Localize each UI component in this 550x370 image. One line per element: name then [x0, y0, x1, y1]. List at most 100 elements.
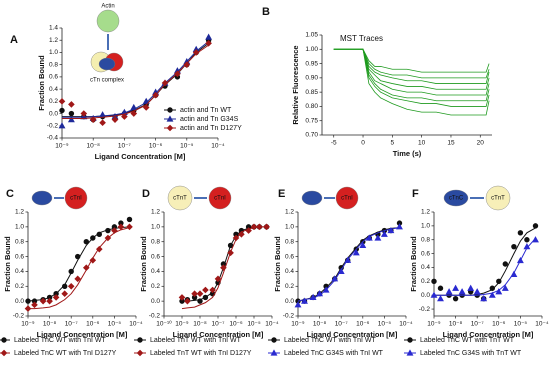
- y-tick-label: 0.8: [49, 61, 58, 68]
- y-tick-label: 0.4: [285, 268, 294, 275]
- y-tick-label: 1.2: [49, 37, 58, 44]
- icon-label: cTnT: [173, 196, 187, 202]
- point: [67, 282, 75, 290]
- point: [227, 249, 234, 257]
- y-tick-label: 0.4: [49, 86, 58, 93]
- x-axis-title: Ligand Concentration [M]: [173, 330, 264, 339]
- point: [74, 253, 81, 260]
- y-axis-title: Fraction Bound: [273, 236, 282, 292]
- legend-label: Labeled TnC WT with TnI WT: [284, 337, 377, 344]
- panel-letter: A: [10, 34, 18, 46]
- point: [430, 291, 438, 298]
- point: [31, 301, 38, 309]
- point: [359, 241, 367, 249]
- x-tick-label: 10⁻⁹: [175, 321, 189, 328]
- icon-label: cTnI: [341, 196, 353, 202]
- point: [130, 103, 138, 111]
- legend-marker: [0, 349, 8, 357]
- point: [117, 223, 125, 231]
- legend-label: Labeled TnT WT with TnI D127Y: [150, 350, 252, 357]
- y-tick-label: 0.6: [15, 253, 24, 260]
- point: [95, 245, 103, 253]
- y-tick-label: 1.0: [151, 224, 160, 231]
- chart-title: MST Traces: [340, 34, 383, 43]
- point: [192, 49, 200, 56]
- y-tick-label: 0.0: [15, 298, 24, 305]
- y-tick-label: 0.6: [421, 250, 430, 257]
- point: [489, 285, 496, 291]
- point: [227, 242, 234, 249]
- point: [24, 305, 32, 312]
- icon: [167, 185, 193, 211]
- fit-curve: [297, 227, 400, 302]
- point: [67, 116, 75, 123]
- x-tick-label: 10⁻⁶: [492, 321, 506, 328]
- point: [532, 236, 539, 243]
- y-tick-label: 1.4: [49, 25, 58, 32]
- legend-label: Labeled TnC G34S with TnI WT: [284, 350, 384, 357]
- point: [126, 216, 133, 223]
- y-tick-label: 0.2: [151, 283, 160, 290]
- y-tick-label: 0.2: [421, 278, 430, 285]
- point: [59, 107, 65, 114]
- panel-f: F 10⁻⁹ 10⁻⁸ 10⁻⁷ 10⁻⁶ 10⁻⁵ 10⁻⁴ -0.2 0.0 0.2 0.4 0.…: [404, 185, 549, 357]
- y-tick-label: 0.2: [15, 283, 24, 290]
- point: [220, 264, 227, 272]
- trace: [333, 48, 490, 73]
- legend-marker: [136, 349, 144, 357]
- legend-marker: [137, 337, 143, 343]
- icon-label: cTnC: [449, 196, 464, 202]
- point: [58, 122, 66, 129]
- point: [238, 230, 245, 238]
- point: [316, 290, 324, 297]
- icon: [208, 186, 232, 210]
- icon: [335, 186, 359, 210]
- point: [380, 230, 388, 237]
- x-tick-label: 5: [391, 140, 395, 147]
- y-tick-label: 1.0: [15, 224, 24, 231]
- x-axis-title: Ligand Concentration [M]: [37, 330, 128, 339]
- point: [89, 116, 97, 123]
- point: [80, 110, 88, 117]
- y-tick-label: -0.2: [283, 313, 295, 320]
- point: [431, 278, 437, 285]
- x-tick-label: 10⁻⁸: [43, 321, 57, 328]
- y-tick-label: -0.2: [47, 122, 59, 129]
- point: [111, 227, 118, 234]
- x-tick-label: 10⁻⁶: [229, 321, 243, 328]
- point: [191, 290, 198, 298]
- fit-curve: [28, 227, 130, 310]
- y-tick-label: 0.2: [49, 98, 58, 105]
- x-tick-label: 10⁻⁵: [108, 321, 122, 328]
- point: [99, 111, 107, 118]
- icon-label: cTnT: [491, 196, 505, 202]
- legend-marker: [166, 115, 174, 122]
- point: [232, 234, 240, 242]
- x-tick-label: 10⁻⁴: [399, 321, 413, 328]
- y-tick-label: 0.85: [305, 89, 318, 96]
- point: [104, 234, 112, 242]
- y-tick-label: -0.2: [419, 306, 431, 313]
- point: [523, 243, 531, 250]
- x-tick-label: 10⁻⁷: [471, 321, 485, 328]
- legend-marker: [406, 349, 414, 356]
- point: [344, 256, 352, 263]
- point: [452, 295, 459, 302]
- x-tick-label: 10⁻⁶: [149, 143, 163, 150]
- point: [126, 223, 133, 231]
- x-tick-label: 10⁻⁹: [21, 321, 35, 328]
- point: [96, 231, 103, 237]
- point: [68, 268, 74, 275]
- point: [61, 290, 69, 298]
- legend-label: actin and Tn G34S: [180, 116, 239, 123]
- icon-label: cTnI: [214, 196, 226, 202]
- point: [74, 275, 82, 283]
- legend-marker: [167, 107, 173, 113]
- panel-c: C 10⁻⁹ 10⁻⁸ 10⁻⁷ 10⁻⁶ 10⁻⁵ 10⁻⁴ -0.2 0.0 0.2 0.4 0.…: [0, 186, 143, 357]
- icon-label: Actin: [101, 4, 114, 10]
- legend-label: Labeled TnT WT with TnI WT: [150, 337, 242, 344]
- icon-label: cTn complex: [90, 78, 124, 84]
- trace: [333, 48, 490, 79]
- x-tick-label: 10⁻⁹: [55, 143, 69, 150]
- trace: [333, 48, 490, 102]
